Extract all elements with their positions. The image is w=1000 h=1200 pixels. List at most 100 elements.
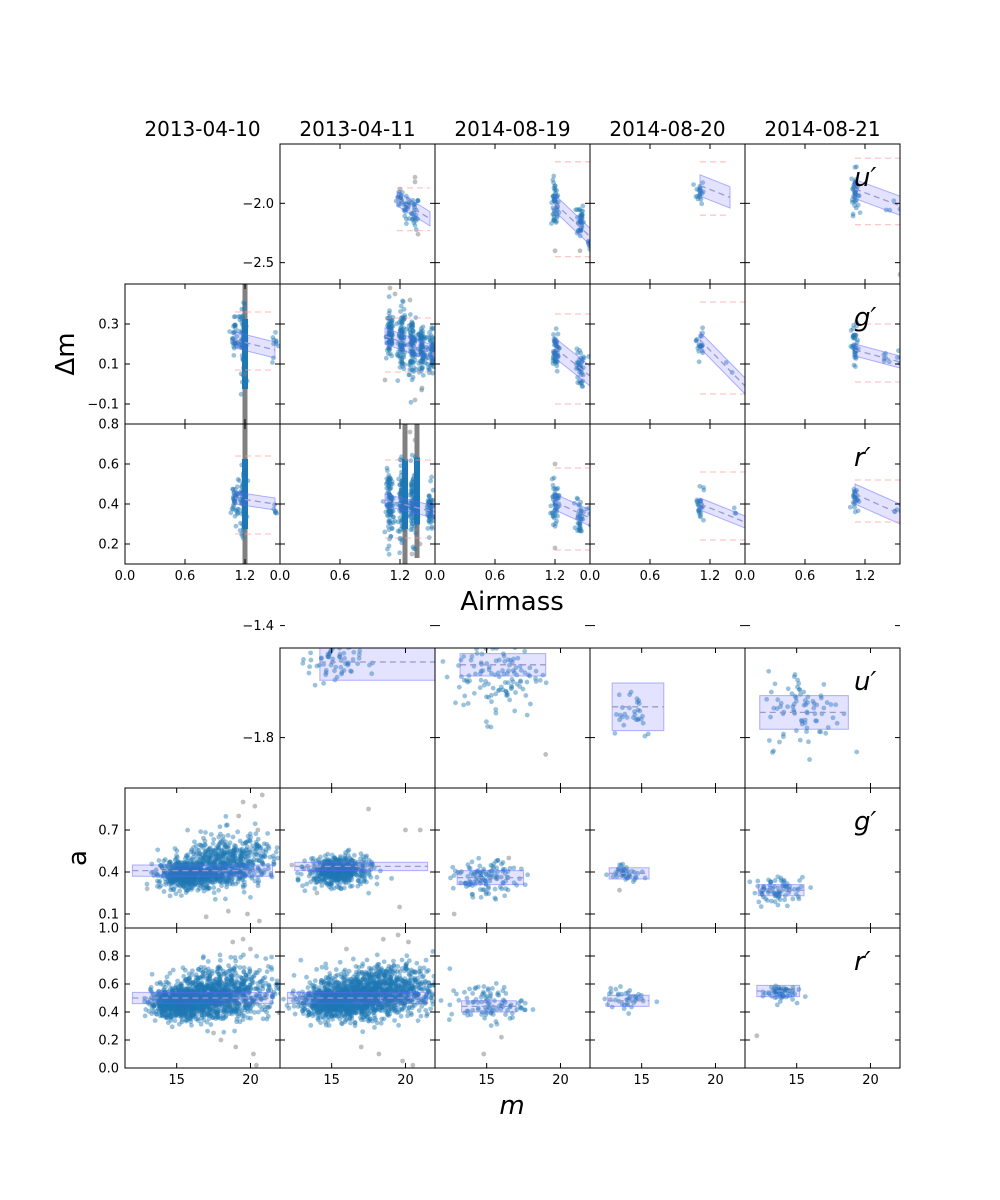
data-point — [335, 880, 340, 886]
data-point — [782, 897, 788, 903]
data-point — [167, 893, 173, 899]
data-point — [575, 215, 580, 220]
data-point — [180, 860, 186, 866]
data-point — [386, 329, 392, 335]
data-point — [587, 243, 590, 249]
data-point — [430, 360, 435, 366]
data-point — [205, 850, 211, 855]
data-point — [409, 360, 414, 365]
data-point — [201, 857, 207, 863]
data-point — [801, 702, 807, 708]
data-point — [409, 516, 415, 521]
data-point — [552, 486, 558, 491]
data-point — [396, 333, 402, 339]
data-point — [486, 667, 492, 673]
data-point — [142, 1013, 148, 1019]
data-point — [617, 712, 623, 718]
data-point — [387, 321, 393, 327]
data-point — [217, 839, 223, 845]
data-point — [239, 496, 245, 502]
data-point — [362, 876, 368, 882]
data-point — [395, 378, 401, 384]
data-point — [239, 328, 245, 333]
data-point — [183, 870, 189, 876]
data-point — [194, 1005, 199, 1011]
data-point — [468, 870, 474, 876]
data-point — [220, 854, 225, 860]
data-point — [324, 870, 330, 876]
data-point — [206, 868, 212, 874]
data-point — [389, 526, 395, 531]
data-point — [349, 874, 355, 880]
data-point — [255, 880, 261, 886]
data-point — [769, 898, 774, 904]
data-point — [578, 526, 583, 531]
data-point — [428, 363, 433, 369]
data-point — [386, 310, 392, 316]
data-point — [178, 877, 184, 882]
data-point — [576, 360, 581, 365]
data-point — [318, 870, 324, 876]
data-point — [186, 993, 192, 998]
data-point — [399, 540, 405, 546]
data-point — [852, 332, 858, 338]
data-point — [554, 214, 560, 220]
data-point — [398, 457, 404, 463]
data-point — [406, 323, 412, 329]
data-point — [235, 829, 241, 835]
data-point — [484, 889, 489, 895]
data-point — [205, 1028, 210, 1034]
data-point — [418, 343, 424, 348]
data-point — [195, 1016, 201, 1022]
data-point — [230, 336, 236, 342]
data-point — [183, 870, 189, 876]
data-point — [222, 851, 228, 856]
data-point — [574, 360, 580, 365]
data-point — [206, 885, 212, 891]
data-point — [419, 350, 424, 355]
data-point — [178, 1004, 184, 1010]
data-point — [401, 478, 407, 484]
x-tick-label: 0.0 — [115, 569, 136, 584]
data-point — [184, 888, 190, 893]
data-point — [418, 351, 424, 357]
data-point — [242, 515, 248, 520]
data-point — [217, 841, 223, 847]
data-point — [400, 299, 406, 305]
data-point — [343, 870, 349, 875]
data-point — [270, 335, 276, 340]
data-point — [221, 877, 226, 883]
data-point — [799, 718, 805, 724]
data-point — [196, 995, 202, 1001]
panel-plot-area — [611, 682, 665, 739]
data-point — [344, 870, 350, 876]
data-point — [245, 850, 251, 856]
data-point — [578, 350, 584, 356]
data-point — [194, 870, 199, 875]
data-point — [406, 200, 412, 206]
data-point — [853, 198, 859, 204]
data-point — [410, 507, 416, 513]
data-point — [387, 339, 393, 344]
data-point — [549, 221, 554, 226]
data-point — [701, 487, 707, 493]
data-point — [578, 516, 584, 522]
data-point — [155, 992, 160, 998]
data-point — [172, 846, 178, 851]
data-point — [411, 501, 416, 507]
data-point — [237, 870, 243, 875]
data-point — [239, 306, 245, 312]
data-point — [171, 876, 177, 881]
data-point — [891, 198, 897, 204]
data-point — [817, 729, 822, 735]
data-point — [493, 658, 499, 664]
data-point — [358, 856, 363, 862]
data-point — [551, 515, 557, 521]
rejected-point — [417, 541, 423, 547]
data-point — [854, 185, 860, 190]
data-point — [201, 845, 206, 851]
data-point — [174, 864, 180, 870]
data-point — [495, 642, 500, 647]
data-point — [511, 880, 517, 886]
